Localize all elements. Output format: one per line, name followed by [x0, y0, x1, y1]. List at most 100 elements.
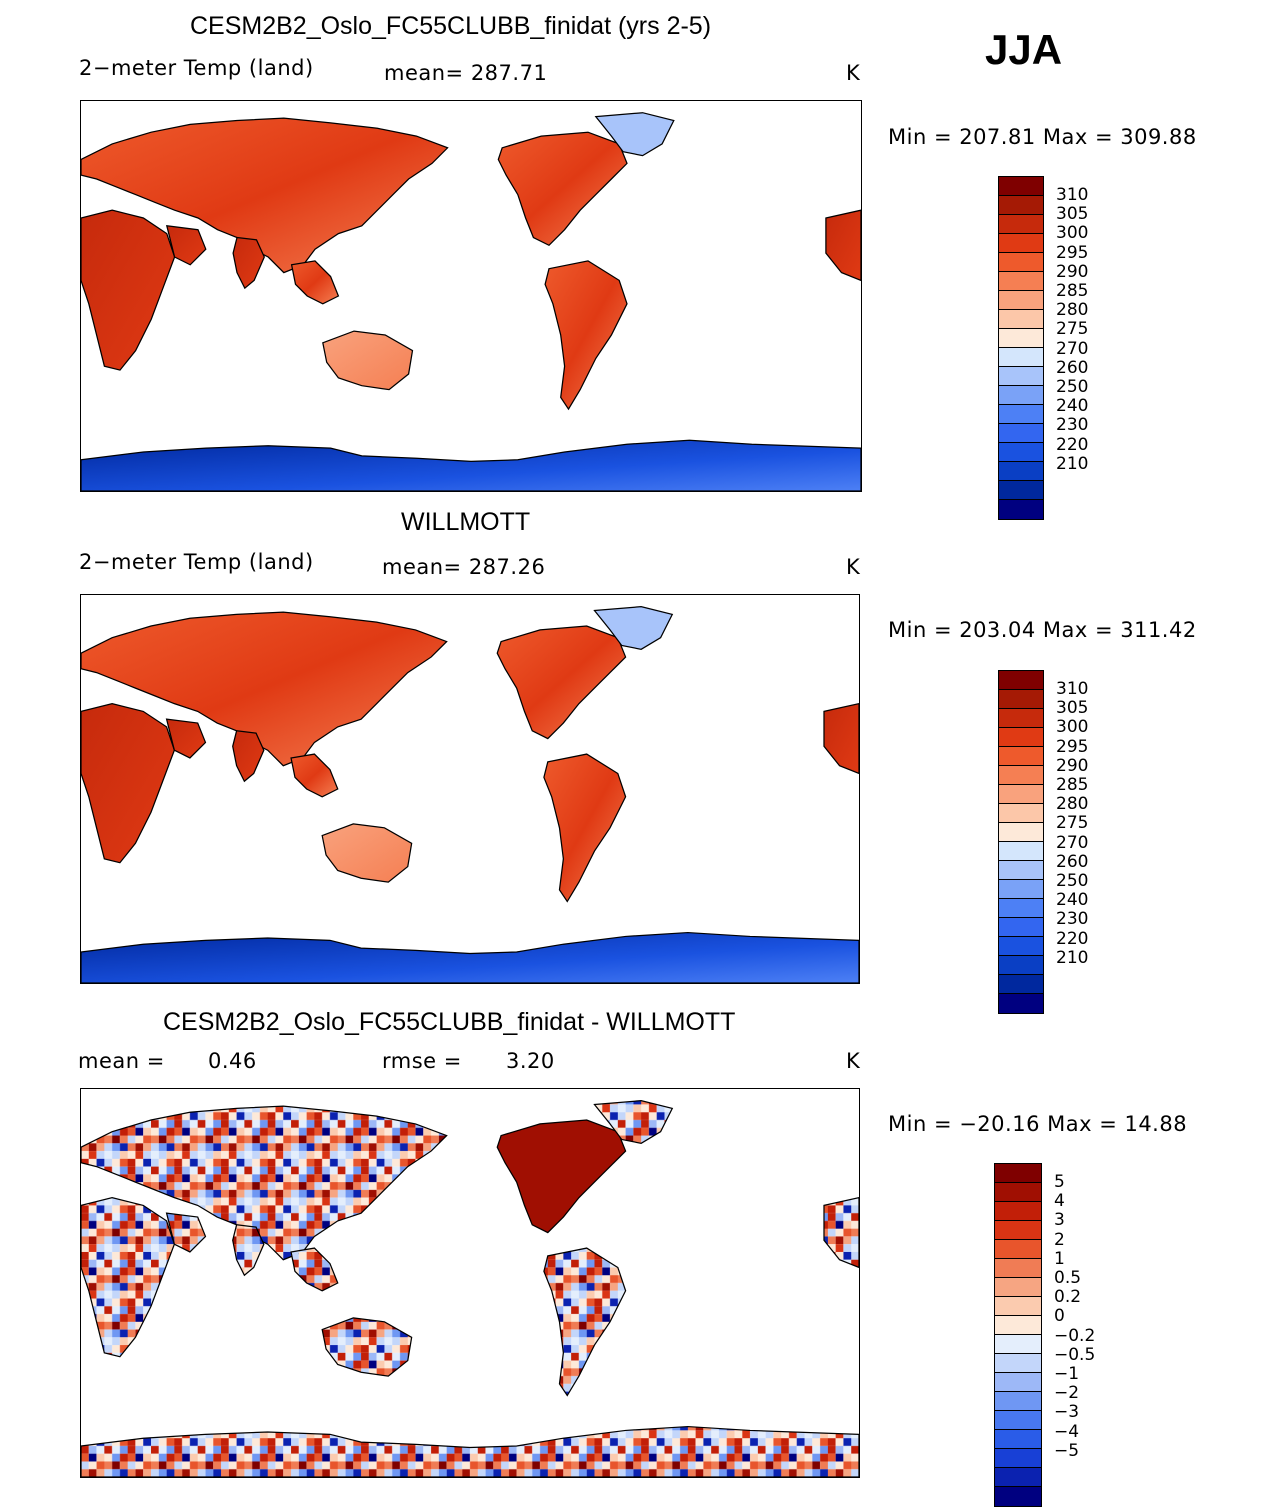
land-africa	[81, 1197, 176, 1358]
colorbar-tick-label: 305	[1056, 204, 1089, 225]
panel1-minmax: Min = 207.81 Max = 309.88	[888, 125, 1197, 149]
colorbar-tick-label: 310	[1056, 185, 1089, 205]
colorbar-tick-label: −5	[1054, 1440, 1080, 1461]
colorbar-tick-label: −2	[1054, 1383, 1080, 1404]
land-arabia	[165, 225, 207, 266]
colorbar-tick-label: 4	[1054, 1191, 1065, 1212]
colorbar-tick-label: 250	[1056, 871, 1089, 891]
colorbar-cell	[999, 956, 1043, 975]
colorbar-cell	[999, 994, 1043, 1013]
panel1-variable: 2−meter Temp (land)	[79, 56, 314, 80]
land-australia	[322, 330, 414, 391]
colorbar-cell	[999, 424, 1043, 443]
land-india	[232, 1224, 265, 1277]
colorbar-tick-label: 285	[1056, 775, 1089, 795]
colorbar-tick-label: −0.2	[1054, 1325, 1096, 1346]
panel2-title: WILLMOTT	[401, 508, 531, 536]
colorbar-tick-label: 220	[1056, 928, 1089, 949]
panel2-map	[80, 594, 860, 984]
colorbar-cell	[999, 918, 1043, 937]
colorbar-cell	[999, 728, 1043, 747]
colorbar-cell	[999, 785, 1043, 804]
colorbar-tick-label: 0.5	[1054, 1268, 1082, 1288]
colorbar-tick-label: 220	[1056, 434, 1089, 455]
colorbar-cell	[999, 367, 1043, 386]
land-seasia	[290, 753, 339, 798]
colorbar-cell	[999, 899, 1043, 918]
panel2-minmax: Min = 203.04 Max = 311.42	[888, 618, 1197, 642]
colorbar-cell	[999, 747, 1043, 766]
colorbar-cell	[995, 1202, 1041, 1221]
land-india	[232, 730, 265, 783]
land-antarctica	[81, 931, 859, 983]
colorbar-tick-label: 300	[1056, 223, 1089, 244]
colorbar-cell	[999, 842, 1043, 861]
colorbar-cell	[995, 1183, 1041, 1202]
colorbar-tick-label: 260	[1056, 851, 1089, 872]
land-seasia	[290, 260, 340, 305]
panel3-rmse-value: 3.20	[506, 1049, 555, 1073]
colorbar-tick-label: 0.2	[1054, 1287, 1082, 1308]
colorbar-cell	[999, 937, 1043, 956]
colorbar-tick-label: 270	[1056, 338, 1089, 359]
colorbar-cell	[999, 234, 1043, 253]
colorbar-cell	[995, 1373, 1041, 1392]
colorbar-cell	[999, 804, 1043, 823]
panel1-mean: mean= 287.71	[384, 61, 548, 85]
colorbar-tick-label: 0	[1054, 1306, 1065, 1327]
colorbar-tick-label: 295	[1056, 736, 1089, 757]
colorbar-tick-label: 3	[1054, 1210, 1065, 1231]
land-westafrica2	[823, 1197, 859, 1269]
panel3-rmse-label: rmse =	[382, 1049, 462, 1073]
panel1-title: CESM2B2_Oslo_FC55CLUBB_finidat (yrs 2-5)	[190, 12, 712, 40]
colorbar-tick-label: 295	[1056, 242, 1089, 263]
colorbar-cell	[999, 443, 1043, 462]
colorbar-cell	[995, 1278, 1041, 1297]
panel1-map	[80, 100, 862, 492]
land-australia	[321, 1317, 413, 1377]
map-canvas	[81, 1100, 859, 1477]
colorbar-cell	[999, 196, 1043, 215]
land-eurasia	[81, 1105, 448, 1261]
colorbar-cell	[999, 500, 1043, 519]
land-westafrica2	[825, 209, 861, 282]
map-canvas	[81, 606, 859, 983]
land-africa	[81, 209, 176, 371]
panel3-minmax: Min = −20.16 Max = 14.88	[888, 1112, 1188, 1136]
colorbar-cell	[995, 1316, 1041, 1335]
panel2-colorbar	[998, 670, 1044, 1014]
land-greenland	[593, 606, 674, 650]
colorbar-cell	[999, 880, 1043, 899]
season-label: JJA	[985, 26, 1063, 73]
map-canvas	[81, 112, 861, 491]
land-namerica	[497, 131, 628, 247]
land-antarctica	[81, 1425, 859, 1477]
land-seasia	[290, 1247, 339, 1292]
colorbar-cell	[999, 310, 1043, 329]
panel3-colorbar	[994, 1163, 1042, 1507]
colorbar-cell	[995, 1449, 1041, 1468]
colorbar-cell	[999, 291, 1043, 310]
colorbar-tick-label: 280	[1056, 300, 1089, 321]
colorbar-cell	[999, 253, 1043, 272]
land-greenland	[594, 112, 675, 157]
colorbar-tick-label: 290	[1056, 755, 1089, 776]
colorbar-tick-label: 250	[1056, 377, 1089, 397]
colorbar-cell	[995, 1487, 1041, 1506]
land-samerica	[543, 1247, 627, 1397]
colorbar-tick-label: 210	[1056, 947, 1089, 968]
panel3-mean-value: 0.46	[208, 1049, 257, 1073]
colorbar-tick-label: 285	[1056, 281, 1089, 301]
panel3-mean-label: mean =	[78, 1049, 165, 1073]
panel2-units: K	[846, 555, 861, 579]
colorbar-cell	[999, 709, 1043, 728]
land-namerica	[496, 1119, 627, 1234]
colorbar-cell	[999, 671, 1043, 690]
land-india	[232, 236, 265, 290]
colorbar-tick-label: 5	[1054, 1172, 1065, 1192]
colorbar-tick-label: −4	[1054, 1421, 1080, 1442]
colorbar-cell	[995, 1297, 1041, 1316]
colorbar-tick-label: 290	[1056, 261, 1089, 282]
colorbar-cell	[995, 1164, 1041, 1183]
land-eurasia	[81, 117, 449, 274]
